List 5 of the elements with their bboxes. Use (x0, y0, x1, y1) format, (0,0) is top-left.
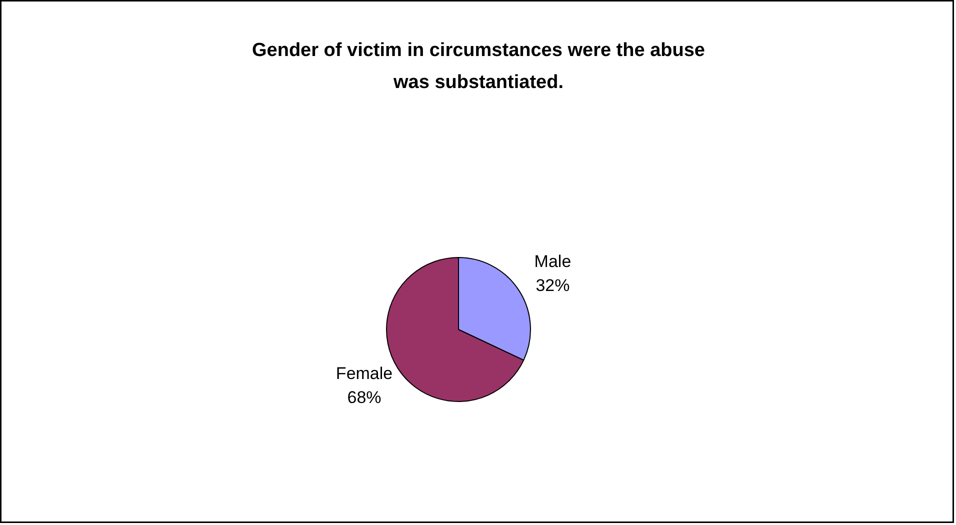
chart-title: Gender of victim in circumstances were the abuse was substantiated. (252, 40, 706, 93)
data-label: 32% (536, 276, 570, 296)
data-label: 68% (347, 388, 382, 407)
slice-label: Female (336, 364, 393, 383)
slice-label: Male (534, 252, 572, 272)
